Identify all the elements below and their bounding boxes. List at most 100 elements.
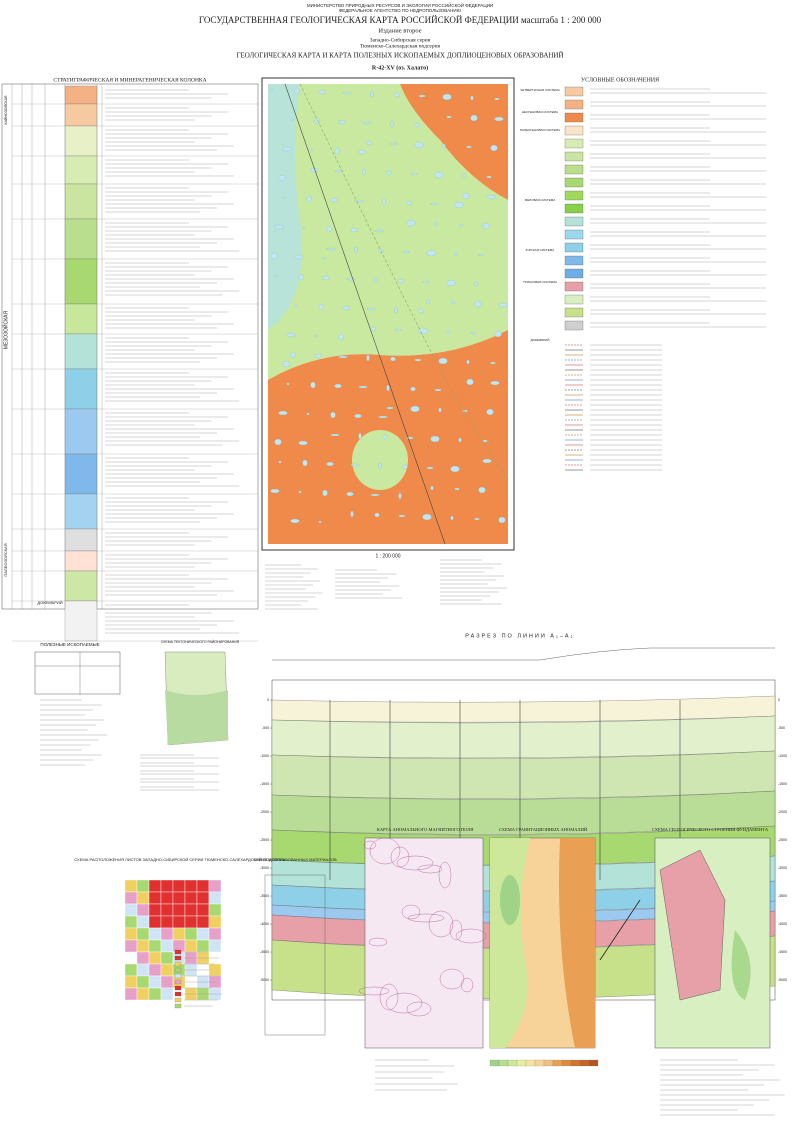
legend-swatch (564, 112, 584, 123)
lake (446, 329, 450, 335)
fault (599, 899, 641, 961)
depth-label: -3500 (778, 894, 787, 898)
sheet-cell (136, 927, 150, 941)
main-map (261, 77, 515, 551)
lake (290, 518, 300, 524)
terrain (272, 647, 775, 661)
system-label: НЕОГЕНОВАЯ СИСТЕМА (522, 110, 558, 114)
lake (278, 460, 282, 464)
lake (474, 281, 478, 287)
lake (398, 514, 406, 518)
lake (318, 520, 322, 524)
minerals-legend (40, 699, 108, 766)
sheet-cell (172, 915, 186, 929)
lake (426, 466, 434, 470)
legend-swatch (564, 294, 584, 305)
contour (358, 986, 390, 996)
materials-inset (264, 874, 326, 1036)
lakes (270, 87, 508, 524)
lake (390, 356, 396, 362)
era-label: МЕЗОЗОЙСКАЯ (1, 311, 9, 350)
lake (362, 121, 372, 125)
minerals-title: ПОЛЕЗНЫЕ ИСКОПАЕМЫЕ (40, 642, 99, 647)
lake (286, 332, 296, 338)
column-layer (64, 183, 98, 220)
sheet-cell (184, 891, 198, 905)
lake (398, 278, 404, 284)
section-title: РАЗРЕЗ ПО ЛИНИИ А₁–А₂ (465, 633, 574, 639)
column-layer (64, 303, 98, 335)
lake (418, 327, 428, 335)
lake (382, 434, 388, 440)
sheet-cell (148, 987, 162, 1001)
sheet-cell (208, 963, 222, 977)
lake (338, 333, 344, 341)
lake (446, 279, 456, 287)
lake (318, 303, 324, 311)
sheet-cell (184, 903, 198, 917)
magnetic-map (364, 837, 484, 1049)
column-layer (64, 550, 98, 572)
legend-swatch (564, 281, 584, 292)
lake (422, 280, 430, 284)
lake (322, 489, 328, 497)
lake (406, 200, 412, 206)
contour (368, 937, 388, 947)
gravity-scale (489, 1059, 500, 1067)
lake (358, 385, 368, 389)
sheet-key (174, 961, 182, 967)
lake (470, 114, 478, 122)
lake (270, 252, 278, 260)
gravity-scale (579, 1059, 590, 1067)
depth-label: -5000 (260, 978, 269, 982)
sheet-cell (136, 975, 150, 989)
legend-title: УСЛОВНЫЕ ОБОЗНАЧЕНИЯ (581, 77, 659, 83)
title: ГОСУДАРСТВЕННАЯ ГЕОЛОГИЧЕСКАЯ КАРТА РОСС… (199, 15, 602, 25)
sheets-inset (124, 879, 223, 1009)
lake (282, 196, 286, 200)
sheet-cell (208, 915, 222, 929)
sheet-cell (196, 879, 210, 893)
basement-zone (731, 930, 751, 1000)
lake (406, 219, 416, 227)
system-label: ЧЕТВЕРТИЧНАЯ СИСТЕМА (520, 88, 560, 92)
lake (386, 406, 394, 410)
legend-swatch (564, 190, 584, 201)
system-label: МЕЛОВАЯ СИСТЕМА (525, 198, 555, 202)
lake (346, 277, 356, 281)
depth-label: -1000 (260, 754, 269, 758)
lake (286, 382, 290, 386)
lake (378, 462, 382, 470)
legend-swatch (564, 125, 584, 136)
depth-label: -3500 (260, 894, 269, 898)
column-layer (64, 155, 98, 185)
lake (314, 334, 318, 338)
lake (282, 146, 292, 152)
lake (390, 142, 398, 146)
lake (342, 305, 350, 311)
column-title: СТРАТИГРАФИЧЕСКАЯ И МИНЕРАГЕНИЧЕСКАЯ КОЛ… (53, 77, 206, 83)
lake (370, 90, 374, 98)
lake (362, 168, 366, 176)
lake (338, 119, 346, 125)
lake (294, 87, 300, 95)
lake (442, 93, 452, 101)
lake (486, 175, 492, 179)
legend-swatch (564, 307, 584, 318)
sheet-cell (124, 975, 138, 989)
sheet-cell (160, 939, 174, 953)
lake (462, 409, 468, 413)
lake (330, 411, 336, 419)
depth-label: -2500 (778, 838, 787, 842)
magnetic-contours (358, 837, 599, 1091)
lake (378, 415, 388, 419)
depth-label: -3000 (778, 866, 787, 870)
lake (274, 438, 282, 446)
contour (406, 1001, 432, 1017)
contour (428, 910, 454, 938)
lake (398, 492, 402, 500)
gravity-scale (552, 1059, 563, 1067)
lake (322, 256, 326, 260)
sheet-cell (160, 891, 174, 905)
sheet-cell (148, 939, 162, 953)
